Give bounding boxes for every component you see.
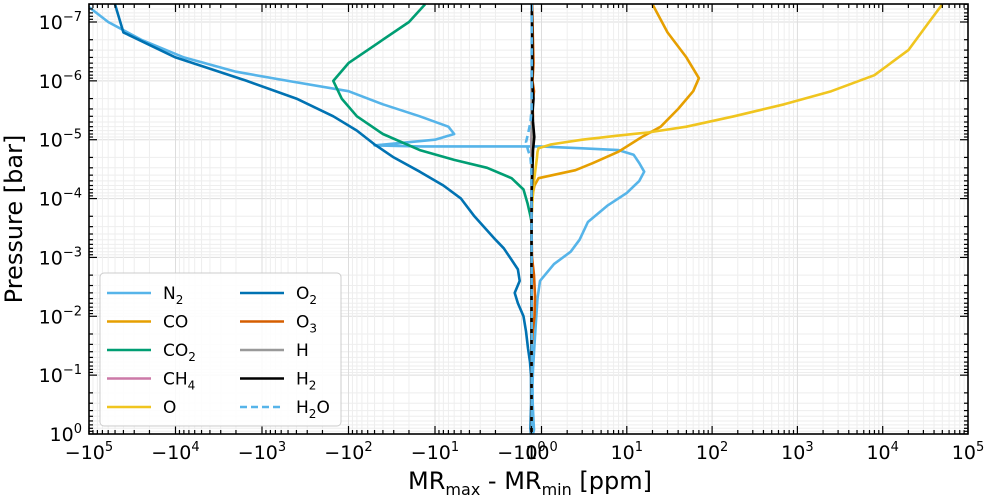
data-series — [89, 4, 944, 434]
x-tick-label: 100 — [525, 440, 557, 464]
x-tick-label-exp: 0 — [537, 440, 545, 455]
y-tick-label: 10−4 — [39, 187, 82, 211]
legend-label: CH4 — [163, 370, 195, 393]
y-tick-label-base: 10 — [39, 306, 63, 328]
x-tick-label-exp: 5 — [976, 440, 984, 455]
x-tick-label-exp: 1 — [635, 440, 643, 455]
y-tick-label: 10−5 — [39, 128, 82, 152]
y-tick-label-base: 10 — [39, 130, 63, 152]
x-tick-label-base: −10 — [65, 442, 105, 464]
y-tick-label: 10−1 — [39, 363, 82, 387]
x-tick-label: 101 — [611, 440, 643, 464]
x-tick-label-base: −10 — [497, 442, 537, 464]
axis-ticks — [88, 3, 969, 435]
x-tick-label-exp: 2 — [364, 440, 372, 455]
x-tick-label-base: 10 — [952, 442, 976, 464]
x-tick-label-base: 10 — [866, 442, 890, 464]
y-tick-label-base: 10 — [39, 12, 63, 34]
legend-label: O2 — [296, 284, 317, 307]
y-tick-label-exp: 0 — [74, 422, 82, 437]
x-tick-label: 102 — [696, 440, 728, 464]
legend-frame — [99, 272, 342, 427]
y-tick-label-exp: −6 — [63, 69, 82, 84]
x-axis-title-tail: [ppm] — [572, 467, 652, 495]
legend-label: CO — [163, 313, 188, 333]
y-tick-label-base: 10 — [39, 247, 63, 269]
x-tick-label-exp: 0 — [549, 440, 557, 455]
series-line-9 — [524, 4, 533, 434]
series-line-5 — [113, 4, 533, 434]
x-tick-label-exp: 4 — [891, 440, 899, 455]
y-axis-title: Pressure [bar] — [0, 135, 28, 304]
y-tick-label: 100 — [50, 422, 82, 446]
plot-frame — [88, 3, 969, 435]
y-tick-label: 10−7 — [39, 10, 82, 34]
x-tick-label-exp: 4 — [191, 440, 199, 455]
x-tick-label: −100 — [497, 440, 545, 464]
y-tick-label-exp: −7 — [63, 10, 82, 25]
x-tick-label: −103 — [238, 440, 286, 464]
y-tick-label: 10−6 — [39, 69, 82, 93]
y-tick-label-exp: −4 — [63, 187, 82, 202]
legend-label: N2 — [163, 284, 183, 307]
y-tick-label-exp: −1 — [63, 363, 82, 378]
x-tick-label-base: −10 — [324, 442, 364, 464]
x-tick-label: 103 — [781, 440, 813, 464]
legend-label: O3 — [296, 313, 317, 336]
legend-label: H — [296, 341, 309, 361]
x-tick-label: −102 — [324, 440, 372, 464]
y-tick-label: 10−3 — [39, 245, 82, 269]
y-tick-label-exp: −3 — [63, 245, 82, 260]
x-tick-label-base: 10 — [696, 442, 720, 464]
x-tick-label-exp: 2 — [720, 440, 728, 455]
y-tick-label-base: 10 — [50, 424, 74, 446]
legend-label: H2O — [296, 398, 330, 421]
x-tick-label-base: −10 — [238, 442, 278, 464]
x-tick-label-exp: 3 — [805, 440, 813, 455]
x-tick-label: −101 — [411, 440, 459, 464]
x-tick-label-base: −10 — [411, 442, 451, 464]
x-tick-label: 105 — [952, 440, 984, 464]
x-axis-title-sub2: min — [542, 480, 572, 498]
x-tick-label: −104 — [151, 440, 199, 464]
x-axis-title: MRmax - MRmin [ppm] — [408, 467, 652, 498]
y-tick-label-base: 10 — [39, 189, 63, 211]
x-axis-title-main: MR — [408, 467, 445, 495]
x-tick-label: 104 — [866, 440, 898, 464]
grid-lines — [88, 3, 969, 435]
legend-label: H2 — [296, 370, 316, 393]
x-tick-label-base: 10 — [611, 442, 635, 464]
legend-label: CO2 — [163, 341, 196, 364]
series-line-0 — [89, 5, 646, 434]
x-tick-label-base: −10 — [151, 442, 191, 464]
x-tick-label-exp: 1 — [451, 440, 459, 455]
y-tick-label-base: 10 — [39, 71, 63, 93]
x-tick-label: −105 — [65, 440, 113, 464]
x-tick-label-base: 10 — [781, 442, 805, 464]
y-tick-label: 10−2 — [39, 304, 82, 328]
legend: N2 CO CO2 CH4 O O2 O3 H H2 H2O — [99, 272, 342, 427]
y-tick-label-base: 10 — [39, 365, 63, 387]
y-tick-label-exp: −2 — [63, 304, 82, 319]
x-tick-label: 0 — [525, 442, 537, 464]
x-axis-title-sub1: max — [445, 480, 480, 498]
series-line-2 — [332, 4, 533, 434]
x-axis-title-mid: - MR — [480, 467, 541, 495]
x-tick-label-base: 10 — [525, 442, 549, 464]
y-tick-label-exp: −5 — [63, 128, 82, 143]
x-tick-label-base: 0 — [525, 442, 537, 464]
series-line-4 — [530, 4, 944, 434]
legend-label: O — [163, 398, 176, 418]
x-tick-label-exp: 5 — [105, 440, 113, 455]
x-tick-label-exp: 3 — [278, 440, 286, 455]
